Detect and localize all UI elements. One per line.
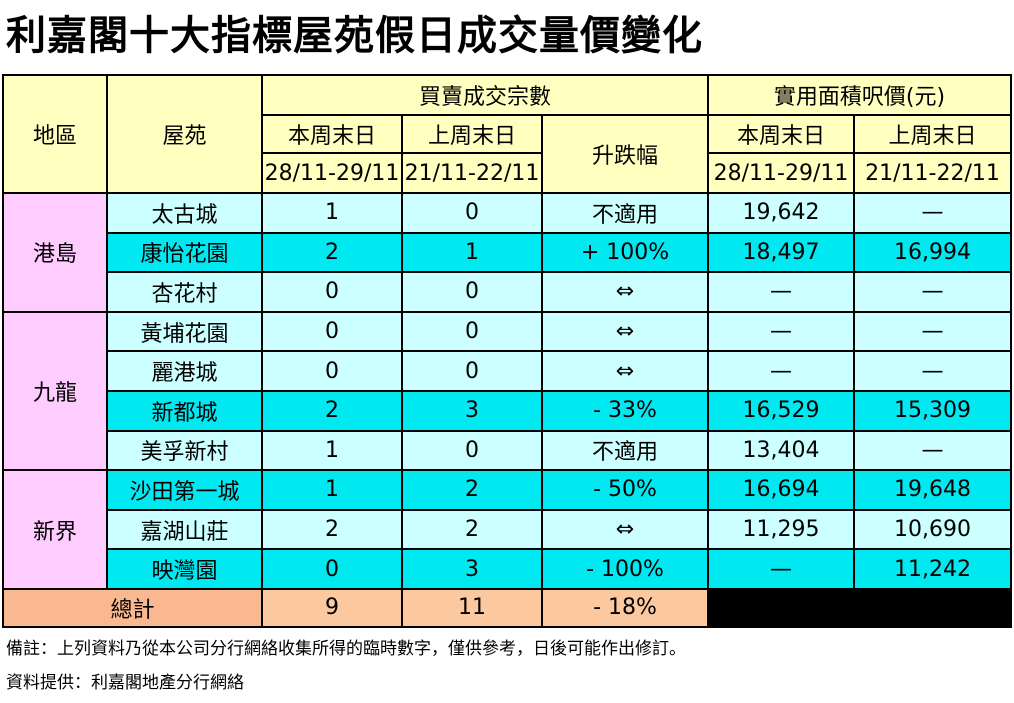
change-cell: 不適用 [541, 429, 709, 472]
change-cell: ⇔ [541, 271, 709, 313]
price-this-dates-header: 28/11-29/11 [707, 152, 855, 194]
price-this-weekend: — [707, 310, 855, 353]
total-this-weekend: 9 [261, 587, 403, 628]
change-header: 升跌幅 [541, 114, 709, 194]
estate-cell: 太古城 [106, 192, 263, 234]
last-weekend-count: 0 [401, 310, 543, 353]
district-cell: 港島 [2, 192, 108, 313]
transactions-table: 地區 屋苑 買賣成交宗數 實用面積呎價(元) 本周末日 上周末日 升跌幅 本周末… [2, 74, 1012, 628]
change-cell: - 100% [541, 548, 709, 590]
price-this-weekend: 16,694 [707, 469, 855, 511]
price-last-weekend: 16,994 [853, 231, 1012, 274]
estate-cell: 嘉湖山莊 [106, 508, 263, 551]
table-row: 嘉湖山莊 2 2 ⇔ 11,295 10,690 [3, 508, 1012, 551]
price-this-weekend: 18,497 [707, 231, 855, 274]
last-weekend-count: 2 [401, 469, 543, 511]
estate-header: 屋苑 [106, 74, 263, 194]
total-last-weekend: 11 [401, 587, 543, 628]
price-this-weekend: 19,642 [707, 192, 855, 234]
price-last-weekend-header: 上周末日 [853, 114, 1012, 154]
last-dates-header: 21/11-22/11 [401, 152, 543, 194]
estate-cell: 新都城 [106, 389, 263, 432]
estate-cell: 杏花村 [106, 271, 263, 313]
table-row: 映灣園 0 3- 100% —11,242 [3, 548, 1012, 590]
this-weekend-count: 0 [261, 548, 403, 590]
last-weekend-count: 0 [401, 271, 543, 313]
this-weekend-count: 0 [261, 271, 403, 313]
total-change: - 18% [541, 587, 709, 628]
estate-cell: 映灣園 [106, 548, 263, 590]
this-weekend-count: 2 [261, 389, 403, 432]
this-weekend-count: 0 [261, 310, 403, 353]
total-label: 總計 [2, 587, 263, 628]
last-weekend-count: 0 [401, 350, 543, 392]
table-row: 港島 太古城 1 0 不適用 19,642— [2, 192, 1012, 313]
last-weekend-count: 0 [401, 429, 543, 472]
estate-cell: 沙田第一城 [106, 469, 263, 511]
table-row: 九龍 黃埔花園 0 0 ⇔ — — [2, 310, 1012, 472]
price-this-weekend: — [707, 271, 855, 313]
last-weekend-count: 3 [401, 548, 543, 590]
price-this-weekend: — [707, 350, 855, 392]
price-this-weekend: — [707, 548, 855, 590]
last-weekend-count: 0 [401, 192, 543, 234]
estate-cell: 康怡花園 [106, 231, 263, 274]
district-cell: 新界 [2, 469, 108, 590]
change-cell: ⇔ [541, 350, 709, 392]
table-row: 新都城 2 3- 33% 16,529 15,309 [3, 389, 1012, 432]
estate-cell: 麗港城 [106, 350, 263, 392]
price-last-weekend: 10,690 [853, 508, 1012, 551]
this-weekend-count: 0 [261, 350, 403, 392]
estate-cell: 黃埔花園 [106, 310, 263, 353]
table-row: 美孚新村 1 0 不適用 13,404— [3, 429, 1012, 472]
price-this-weekend-header: 本周末日 [707, 114, 855, 154]
change-cell: + 100% [541, 231, 709, 274]
district-cell: 九龍 [2, 310, 108, 472]
price-last-dates-header: 21/11-22/11 [853, 152, 1012, 194]
price-last-weekend: — [853, 310, 1012, 353]
last-weekend-header: 上周末日 [401, 114, 543, 154]
this-weekend-count: 2 [261, 508, 403, 551]
table-row: 麗港城 0 0 ⇔ — — [3, 350, 1012, 392]
last-weekend-count: 3 [401, 389, 543, 432]
this-weekend-count: 1 [261, 469, 403, 511]
table-row: 康怡花園 2 1 + 100% 18,497 16,994 [3, 231, 1012, 274]
change-cell: - 33% [541, 389, 709, 432]
estate-cell: 美孚新村 [106, 429, 263, 472]
this-weekend-count: 1 [261, 192, 403, 234]
table-row: 杏花村 0 0 ⇔ — — [3, 271, 1012, 313]
price-this-weekend: 13,404 [707, 429, 855, 472]
total-row: 總計 9 11- 18% [2, 587, 1012, 628]
table-row: 新界 沙田第一城 1 2- 50% 16,694 19,648 [2, 469, 1012, 590]
district-header: 地區 [2, 74, 108, 194]
transactions-group-header: 買賣成交宗數 [261, 74, 709, 116]
price-last-weekend: 15,309 [853, 389, 1012, 432]
page-title: 利嘉閣十大指標屋苑假日成交量價變化 [6, 13, 703, 59]
price-group-header: 實用面積呎價(元) [707, 74, 1012, 116]
source-note: 資料提供：利嘉閣地產分行網絡 [6, 673, 244, 693]
remark-note: 備註：上列資料乃從本公司分行網絡收集所得的臨時數字，僅供參考，日後可能作出修訂。 [6, 639, 686, 659]
last-weekend-count: 2 [401, 508, 543, 551]
price-last-weekend: — [853, 192, 1012, 234]
price-this-weekend: 11,295 [707, 508, 855, 551]
blank-total-price-cell [707, 587, 1012, 628]
price-last-weekend: — [853, 350, 1012, 392]
this-weekend-count: 2 [261, 231, 403, 274]
change-cell: ⇔ [541, 508, 709, 551]
change-cell: - 50% [541, 469, 709, 511]
last-weekend-count: 1 [401, 231, 543, 274]
price-last-weekend: 11,242 [853, 548, 1012, 590]
this-weekend-header: 本周末日 [261, 114, 403, 154]
change-cell: 不適用 [541, 192, 709, 234]
price-last-weekend: — [853, 271, 1012, 313]
this-weekend-count: 1 [261, 429, 403, 472]
price-last-weekend: — [853, 429, 1012, 472]
price-this-weekend: 16,529 [707, 389, 855, 432]
change-cell: ⇔ [541, 310, 709, 353]
price-last-weekend: 19,648 [853, 469, 1012, 511]
this-dates-header: 28/11-29/11 [261, 152, 403, 194]
